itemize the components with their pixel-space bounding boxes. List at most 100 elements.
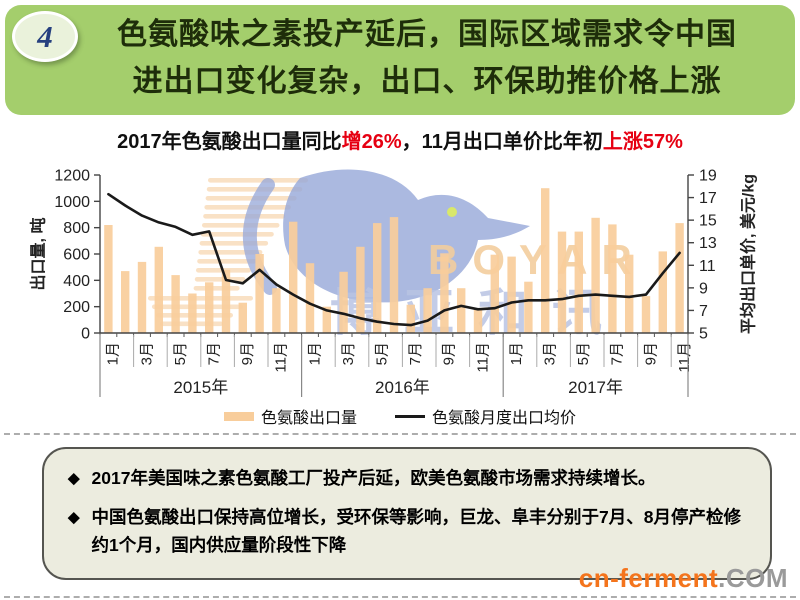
svg-text:3月: 3月 [340,342,357,365]
volume-bar [137,261,147,333]
chart-legend: 色氨酸出口量 色氨酸月度出口均价 [0,404,800,428]
svg-text:0: 0 [81,326,90,343]
svg-text:200: 200 [63,299,90,316]
line-series-swatch-icon [395,414,425,418]
svg-text:11: 11 [699,258,716,275]
diamond-bullet-icon: ◆ [68,509,80,526]
volume-bar [221,269,231,333]
svg-text:1月: 1月 [508,342,525,365]
svg-text:7: 7 [699,303,708,320]
dashed-divider-top [4,433,796,435]
volume-bar [457,288,466,333]
chart-subtitle: 2017年色氨酸出口量同比增26%，11月出口单价比年初上涨57% [0,125,800,154]
svg-text:17: 17 [699,190,717,207]
slide-title-line2: 进出口变化复杂，出口、环保助推价格上涨 [132,64,722,98]
slide-title: 色氨酸味之素投产延后，国际区域需求令中国 进出口变化复杂，出口、环保助推价格上涨 [67,12,787,105]
note-item-1: ◆ 2017年美国味之素色氨酸工厂投产后延，欧美色氨酸市场需求持续增长。 [68,464,746,492]
site-watermark: cn-ferment.COM [579,563,788,594]
bar-series-swatch-icon [223,411,254,421]
volume-bar [389,217,399,333]
svg-text:5月: 5月 [575,342,592,365]
volume-bar [507,256,516,333]
volume-bar [574,231,583,333]
export-volume-price-chart: BOYAR博亚和讯0200400600800100012005791113151… [0,160,800,405]
svg-text:1月: 1月 [306,342,323,365]
volume-bar [255,254,264,333]
note-text-2: 中国色氨酸出口保持高位增长，受环保等影响，巨龙、阜丰分别于7月、8月停产检修约1… [91,507,742,555]
volume-bar [272,288,281,333]
svg-text:9月: 9月 [642,342,659,365]
svg-text:出口量, 吨: 出口量, 吨 [29,218,48,291]
volume-bar [171,275,180,333]
site-watermark-tld: .COM [718,563,788,593]
volume-bar [591,217,600,333]
svg-text:2016年: 2016年 [375,378,430,397]
line-series-label: 色氨酸月度出口均价 [432,410,577,427]
svg-text:2015年: 2015年 [173,378,228,397]
legend-item-bars: 色氨酸出口量 [223,404,357,428]
volume-bar [322,306,331,333]
chart-subtitle-highlight2: 上涨57% [602,131,683,153]
volume-bar [625,254,634,333]
volume-bar [473,308,483,333]
slide-title-line1: 色氨酸味之素投产延后，国际区域需求令中国 [117,18,737,51]
volume-bar [289,221,298,333]
slide-header: 色氨酸味之素投产延后，国际区域需求令中国 进出口变化复杂，出口、环保助推价格上涨 [5,5,795,115]
legend-item-line: 色氨酸月度出口均价 [395,404,576,428]
note-text-1: 2017年美国味之素色氨酸工厂投产后延，欧美色氨酸市场需求持续增长。 [91,468,656,488]
svg-text:19: 19 [699,168,717,185]
svg-text:5月: 5月 [172,342,189,365]
svg-text:1000: 1000 [54,194,90,211]
volume-bar [356,246,365,333]
svg-text:11月: 11月 [474,342,491,373]
volume-bar [121,271,130,333]
volume-bar [557,231,567,333]
svg-text:5月: 5月 [373,342,390,365]
chart-subtitle-text2: ，11月出口单价比年初 [401,131,603,153]
svg-text:3月: 3月 [541,342,558,365]
svg-text:5: 5 [699,326,708,343]
svg-text:13: 13 [699,235,717,252]
svg-text:2017年: 2017年 [568,378,623,397]
volume-bar [658,251,667,333]
notes-box: ◆ 2017年美国味之素色氨酸工厂投产后延，欧美色氨酸市场需求持续增长。 ◆ 中… [42,447,772,580]
volume-bar [423,288,432,333]
volume-bar [188,293,197,333]
svg-text:800: 800 [63,220,90,237]
svg-text:7月: 7月 [407,342,424,365]
svg-text:9月: 9月 [441,342,458,365]
svg-text:3月: 3月 [138,342,155,365]
volume-bar [373,223,382,333]
svg-text:9月: 9月 [239,342,256,365]
svg-text:400: 400 [63,273,90,290]
chart-subtitle-text1: 2017年色氨酸出口量同比 [117,131,342,153]
svg-text:15: 15 [699,213,717,230]
volume-bar [524,281,533,333]
volume-bar [641,296,651,333]
note-item-2: ◆ 中国色氨酸出口保持高位增长，受环保等影响，巨龙、阜丰分别于7月、8月停产检修… [68,503,746,559]
volume-bar [205,282,214,333]
volume-bar [490,254,499,333]
svg-text:9: 9 [699,280,708,297]
slide-number-badge: 4 [12,11,78,62]
volume-bar [339,271,348,333]
volume-bar [675,223,684,333]
volume-bar [154,246,163,333]
svg-text:平均出口单价, 美元/kg: 平均出口单价, 美元/kg [739,174,758,334]
svg-text:11月: 11月 [273,342,290,373]
price-line [107,192,681,327]
svg-text:7月: 7月 [205,342,222,365]
volume-bar [104,225,113,333]
volume-bar [238,302,247,333]
site-watermark-name: cn-ferment [578,563,719,593]
volume-bar [406,304,415,333]
svg-text:600: 600 [63,247,90,264]
svg-text:11月: 11月 [676,342,693,373]
svg-text:1200: 1200 [54,168,90,185]
volume-bar [305,263,315,333]
svg-text:7月: 7月 [609,342,626,365]
combo-chart-canvas: BOYAR博亚和讯0200400600800100012005791113151… [29,168,758,397]
dashed-divider-bottom [4,596,796,598]
chart-subtitle-highlight1: 增26% [341,131,402,153]
